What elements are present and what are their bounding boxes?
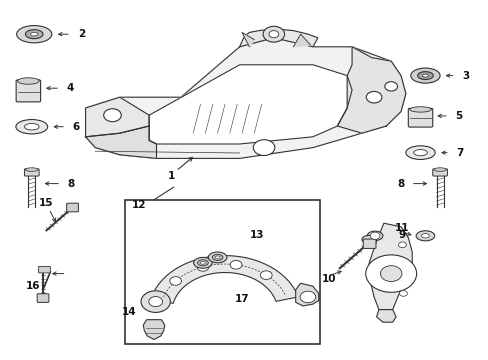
Circle shape	[268, 31, 278, 38]
Ellipse shape	[366, 231, 382, 240]
Text: 8: 8	[397, 179, 404, 189]
FancyBboxPatch shape	[407, 108, 432, 127]
FancyBboxPatch shape	[37, 294, 49, 302]
Ellipse shape	[16, 120, 48, 134]
Circle shape	[263, 26, 284, 42]
Circle shape	[366, 91, 381, 103]
Ellipse shape	[415, 231, 434, 241]
Polygon shape	[368, 223, 411, 310]
Ellipse shape	[417, 72, 432, 80]
Circle shape	[197, 262, 208, 271]
FancyBboxPatch shape	[39, 266, 50, 273]
Polygon shape	[293, 34, 310, 47]
Text: 14: 14	[121, 307, 136, 317]
Text: 9: 9	[398, 230, 405, 240]
Bar	[124, 200, 320, 344]
Text: 10: 10	[321, 274, 336, 284]
FancyBboxPatch shape	[66, 203, 78, 212]
Polygon shape	[242, 32, 254, 47]
Ellipse shape	[18, 78, 39, 84]
Ellipse shape	[25, 30, 43, 39]
Ellipse shape	[212, 254, 223, 261]
Ellipse shape	[17, 26, 52, 43]
Polygon shape	[150, 256, 298, 303]
Circle shape	[260, 271, 272, 279]
Text: 12: 12	[132, 200, 146, 210]
Polygon shape	[239, 29, 317, 47]
Circle shape	[384, 82, 397, 91]
Circle shape	[230, 260, 242, 269]
Polygon shape	[143, 320, 164, 339]
FancyBboxPatch shape	[16, 80, 41, 102]
FancyBboxPatch shape	[24, 169, 39, 176]
Circle shape	[369, 232, 379, 239]
Text: 16: 16	[26, 281, 41, 291]
Polygon shape	[85, 38, 405, 158]
Circle shape	[148, 297, 162, 307]
Circle shape	[380, 266, 401, 282]
Text: 5: 5	[454, 111, 461, 121]
Circle shape	[300, 291, 315, 303]
Text: 8: 8	[67, 179, 74, 189]
Circle shape	[103, 109, 121, 122]
Text: 4: 4	[66, 83, 74, 93]
Text: 2: 2	[78, 29, 85, 39]
Ellipse shape	[193, 257, 212, 268]
Circle shape	[399, 291, 407, 296]
Ellipse shape	[409, 107, 430, 112]
Text: 7: 7	[455, 148, 463, 158]
FancyBboxPatch shape	[363, 239, 375, 248]
Polygon shape	[85, 126, 156, 158]
Polygon shape	[337, 47, 405, 133]
Ellipse shape	[361, 235, 376, 243]
Ellipse shape	[422, 74, 427, 77]
Ellipse shape	[24, 123, 39, 130]
Ellipse shape	[405, 146, 434, 159]
Ellipse shape	[25, 168, 38, 171]
Text: 1: 1	[167, 171, 174, 181]
Text: 3: 3	[461, 71, 468, 81]
Circle shape	[398, 242, 406, 248]
Ellipse shape	[30, 32, 38, 36]
Polygon shape	[376, 310, 395, 322]
Ellipse shape	[215, 256, 220, 259]
Ellipse shape	[413, 150, 427, 156]
Text: 6: 6	[72, 122, 80, 132]
Ellipse shape	[200, 261, 205, 264]
Ellipse shape	[433, 168, 446, 171]
Polygon shape	[295, 283, 318, 306]
Text: 13: 13	[249, 230, 264, 240]
Circle shape	[169, 276, 181, 285]
Ellipse shape	[197, 260, 208, 266]
Ellipse shape	[410, 68, 439, 83]
Text: 17: 17	[234, 294, 249, 304]
Text: 15: 15	[39, 198, 54, 208]
Polygon shape	[85, 97, 149, 137]
Polygon shape	[149, 65, 351, 144]
Ellipse shape	[208, 252, 226, 263]
Circle shape	[141, 291, 170, 312]
Circle shape	[253, 140, 274, 156]
Text: 11: 11	[394, 222, 408, 233]
Circle shape	[365, 255, 416, 292]
Ellipse shape	[421, 234, 428, 238]
FancyBboxPatch shape	[432, 169, 447, 176]
